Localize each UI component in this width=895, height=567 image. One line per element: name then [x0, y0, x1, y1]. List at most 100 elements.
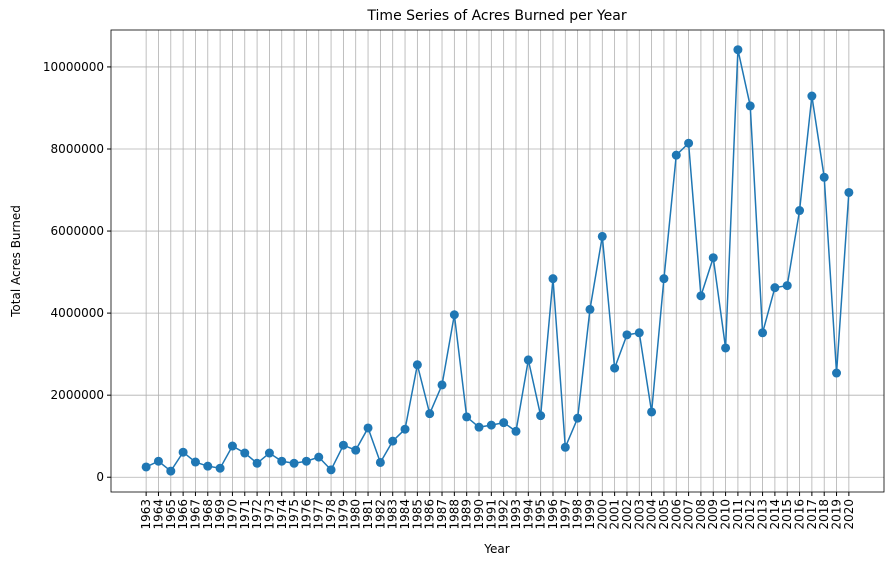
data-point: [301, 456, 311, 466]
data-point: [388, 436, 398, 446]
x-tick-label: 2007: [682, 499, 696, 530]
x-tick-label: 1996: [546, 499, 560, 530]
x-tick-label: 2004: [645, 499, 659, 530]
data-point: [745, 101, 755, 111]
y-tick-label: 10000000: [43, 60, 104, 74]
x-tick-label: 1998: [571, 499, 585, 530]
x-tick-label: 2016: [793, 499, 807, 530]
x-tick-label: 1992: [497, 499, 511, 530]
x-tick-label: 2006: [669, 499, 683, 530]
x-tick-label: 1979: [336, 499, 350, 530]
x-tick-label: 1997: [558, 499, 572, 530]
x-tick-label: 1988: [447, 499, 461, 530]
data-point: [486, 420, 496, 430]
y-tick-label: 8000000: [51, 142, 104, 156]
data-point: [375, 457, 385, 467]
x-tick-label: 2020: [842, 499, 856, 530]
data-point: [215, 463, 225, 473]
data-point: [770, 283, 780, 293]
data-point: [684, 138, 694, 148]
data-point: [203, 461, 213, 471]
x-tick-label: 1981: [361, 499, 375, 530]
data-point: [610, 363, 620, 373]
x-tick-label: 1995: [534, 499, 548, 530]
data-point: [499, 418, 509, 428]
data-point: [523, 355, 533, 365]
x-tick-label: 2017: [805, 499, 819, 530]
data-point: [832, 368, 842, 378]
x-tick-label: 1970: [225, 499, 239, 530]
x-tick-label: 1976: [299, 499, 313, 530]
x-axis-label: Year: [483, 542, 509, 556]
x-tick-label: 2012: [743, 499, 757, 530]
x-tick-label: 1989: [460, 499, 474, 530]
y-tick-label: 0: [96, 470, 104, 484]
x-tick-label: 2018: [817, 499, 831, 530]
data-point: [807, 91, 817, 101]
data-line: [145, 49, 850, 473]
data-point: [314, 452, 324, 462]
data-point: [597, 231, 607, 241]
data-point: [338, 440, 348, 450]
data-point: [573, 413, 583, 423]
x-tick-label: 1975: [287, 499, 301, 530]
data-point: [647, 407, 657, 417]
data-point: [178, 447, 188, 457]
x-tick-label: 1977: [312, 499, 326, 530]
x-tick-label: 1966: [176, 499, 190, 530]
data-point: [351, 445, 361, 455]
data-point: [449, 310, 459, 320]
x-tick-label: 2008: [694, 499, 708, 530]
data-point: [671, 150, 681, 160]
data-point: [166, 466, 176, 476]
data-point: [400, 424, 410, 434]
data-point: [190, 457, 200, 467]
x-tick-label: 1972: [250, 499, 264, 530]
data-point: [462, 412, 472, 422]
data-point: [548, 274, 558, 284]
data-point: [708, 253, 718, 263]
data-point: [733, 45, 743, 55]
data-point: [264, 448, 274, 458]
x-tick-label: 2010: [719, 499, 733, 530]
data-point: [412, 360, 422, 370]
x-tick-label: 2009: [706, 499, 720, 530]
data-point: [425, 409, 435, 419]
x-tick-label: 1986: [423, 499, 437, 530]
x-tick-label: 1982: [373, 499, 387, 530]
data-point: [782, 281, 792, 291]
data-point: [536, 411, 546, 421]
data-point: [289, 458, 299, 468]
x-tick-label: 2015: [780, 499, 794, 530]
data-point: [819, 172, 829, 182]
x-tick-label: 2002: [620, 499, 634, 530]
data-point: [721, 343, 731, 353]
data-point: [240, 448, 250, 458]
chart-title: Time Series of Acres Burned per Year: [366, 8, 626, 24]
x-tick-label: 2005: [657, 499, 671, 530]
data-point: [844, 187, 854, 197]
x-tick-label: 1990: [472, 499, 486, 530]
x-tick-label: 1993: [509, 499, 523, 530]
data-point: [474, 422, 484, 432]
x-tick-label: 1994: [521, 499, 535, 530]
x-tick-label: 1969: [213, 499, 227, 530]
x-tick-label: 1991: [484, 499, 498, 530]
x-tick-label: 1983: [386, 499, 400, 530]
x-tick-label: 1974: [275, 499, 289, 530]
x-tick-label: 2003: [632, 499, 646, 530]
x-tick-label: 1984: [398, 499, 412, 530]
x-tick-label: 1971: [238, 499, 252, 530]
data-point: [560, 442, 570, 452]
x-tick-label: 1999: [583, 499, 597, 530]
x-tick-label: 2001: [608, 499, 622, 530]
x-tick-label: 2019: [830, 499, 844, 530]
data-point: [153, 456, 163, 466]
x-tick-label: 1968: [201, 499, 215, 530]
x-tick-label: 1973: [262, 499, 276, 530]
x-tick-label: 2000: [595, 499, 609, 530]
y-axis-label: Total Acres Burned: [9, 205, 23, 318]
data-point: [252, 458, 262, 468]
data-point: [622, 330, 632, 340]
